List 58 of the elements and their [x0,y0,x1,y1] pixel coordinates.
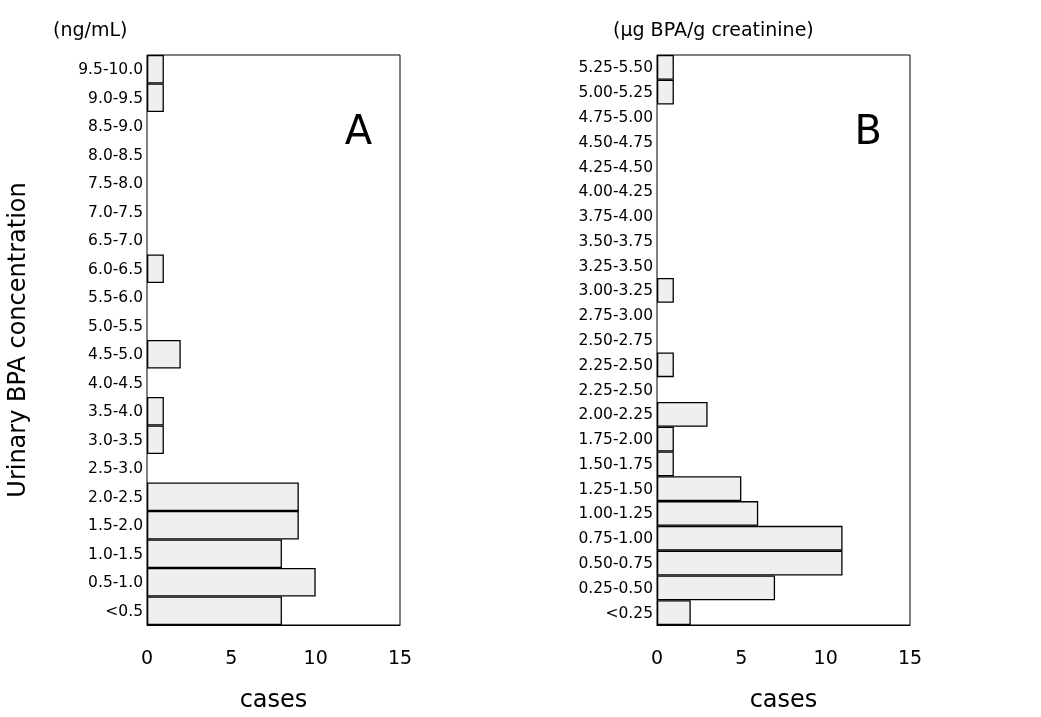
y-tick-label: 2.00-2.25 [578,405,653,424]
x-tick-label: 10 [813,645,838,668]
y-tick-label: 4.50-4.75 [578,132,653,151]
x-tick-label: 15 [387,645,413,668]
y-tick-label: 2.75-3.00 [578,306,653,325]
y-tick-label: 5.00-5.25 [578,83,653,102]
y-tick-label: 4.25-4.50 [578,157,653,176]
y-axis-title: Urinary BPA concentration [3,182,31,498]
y-tick-label: 7.0-7.5 [88,202,143,221]
x-tick-label: 0 [650,645,664,668]
annotation: B [854,107,883,153]
x-axis-title: cases [239,685,308,713]
y-tick-label: 1.25-1.50 [578,479,653,498]
y-tick-label: 2.5-3.0 [88,459,143,478]
x-tick-label: 5 [735,645,748,668]
y-tick-label: 4.0-4.5 [88,373,143,392]
y-tick-label: 6.5-7.0 [88,231,143,250]
y-tick-label: 1.0-1.5 [88,544,143,563]
y-tick-label: 1.5-2.0 [88,516,143,535]
y-tick-label: 9.5-10.0 [78,60,143,79]
y-tick-label: 3.00-3.25 [578,281,653,300]
y-tick-label: 4.00-4.25 [578,182,653,201]
x-tick-label: 10 [303,645,328,668]
y-tick-label: <0.5 [105,601,143,620]
y-tick-label: <0.25 [605,603,653,622]
y-tick-label: 4.75-5.00 [578,107,653,126]
y-tick-label: 9.0-9.5 [88,88,143,107]
y-tick-label: 8.5-9.0 [88,117,143,136]
y-tick-label: 0.25-0.50 [578,578,653,597]
y-tick-label: 3.0-3.5 [88,430,143,449]
y-tick-label: 3.5-4.0 [88,402,143,421]
y-tick-label: 5.0-5.5 [88,316,143,335]
y-tick-label: 7.5-8.0 [88,174,143,193]
y-tick-label: 4.5-5.0 [88,345,143,364]
y-tick-label: 2.50-2.75 [578,331,653,349]
annotation: A [344,107,373,153]
y-tick-label: 2.25-2.50 [578,380,653,399]
x-tick-label: 15 [897,645,923,668]
x-tick-label: 5 [225,645,238,668]
y-tick-label: 5.5-6.0 [88,288,143,307]
x-tick-label: 0 [140,645,154,668]
y-tick-label: 6.0-6.5 [88,259,143,278]
x-axis-title: cases [749,685,818,713]
y-tick-label: 1.50-1.75 [578,454,653,473]
y-tick-label: 1.75-2.00 [578,430,653,449]
y-tick-label: 0.5-1.0 [88,573,143,592]
y-tick-label: 2.0-2.5 [88,487,143,506]
y-tick-label: 3.75-4.00 [578,207,653,226]
y-tick-label: 0.75-1.00 [578,529,653,548]
y-tick-label: 1.00-1.25 [578,504,653,523]
y-tick-label: 2.25-2.50 [578,355,653,374]
y-tick-label: 5.25-5.50 [578,58,653,77]
y-tick-label: 3.50-3.75 [578,231,653,250]
chart-title: (μg BPA/g creatinine) [613,17,814,40]
y-tick-label: 8.0-8.5 [88,145,143,164]
y-tick-label: 0.50-0.75 [578,554,653,573]
chart-title: (ng/mL) [53,17,128,40]
y-tick-label: 3.25-3.50 [578,256,653,275]
